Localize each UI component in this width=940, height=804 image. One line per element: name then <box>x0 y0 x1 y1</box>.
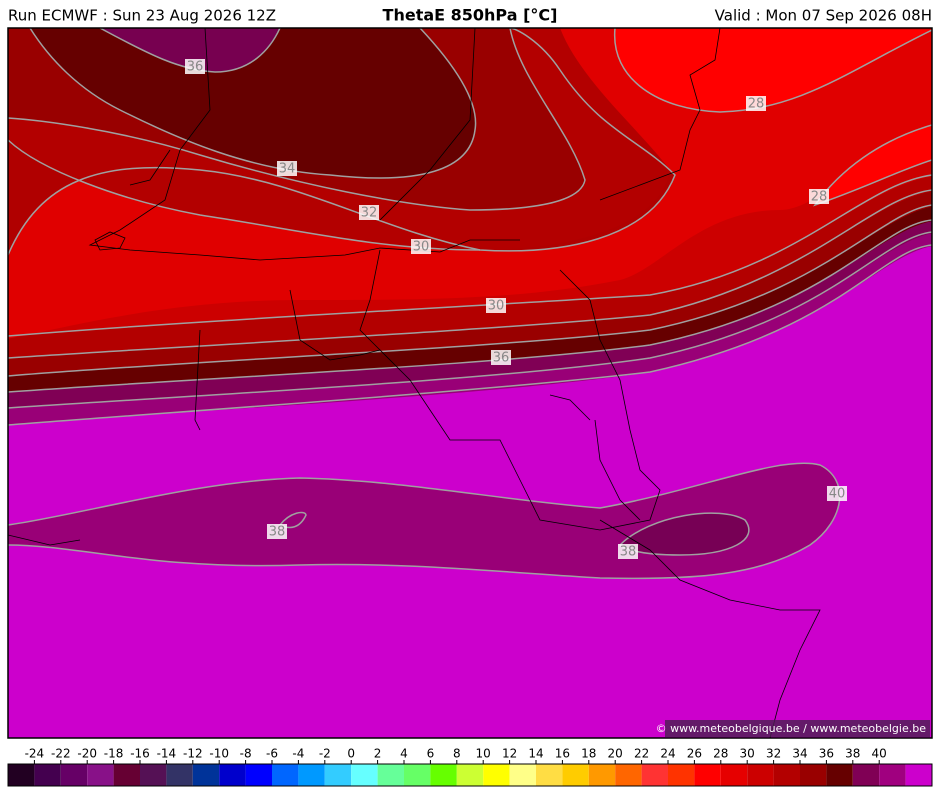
colorbar: -24 -22 -20 -18 -16 -14 -12 -10 -8 -6 -4 -2 0 2 4 6 8 10 1… <box>7 747 933 787</box>
colorbar-swatch <box>536 764 563 786</box>
colorbar-label: 8 <box>453 747 461 761</box>
colorbar-label: 20 <box>608 747 623 761</box>
colorbar-swatch <box>192 764 220 786</box>
credit: © www.meteobelgique.be / www.meteobelgie… <box>656 722 927 735</box>
colorbar-swatch <box>87 764 114 786</box>
colorbar-label: -14 <box>157 747 177 761</box>
colorbar-label: 16 <box>555 747 570 761</box>
colorbar-swatch <box>483 764 510 786</box>
colorbar-label: 38 <box>845 747 860 761</box>
colorbar-swatch <box>166 764 193 786</box>
contour-label: 38 <box>269 525 286 540</box>
colorbar-swatch <box>377 764 404 786</box>
colorbar-label: 30 <box>740 747 755 761</box>
colorbar-label: -6 <box>266 747 278 761</box>
colorbar-label: -18 <box>104 747 124 761</box>
colorbar-label: 22 <box>634 747 649 761</box>
colorbar-label: 14 <box>528 747 543 761</box>
run-label: Run ECMWF : Sun 23 Aug 2026 12Z <box>8 7 276 25</box>
colorbar-label: 24 <box>660 747 675 761</box>
colorbar-swatch <box>272 764 299 786</box>
colorbar-label: 32 <box>766 747 781 761</box>
contour-label: 28 <box>748 97 765 112</box>
colorbar-frame <box>7 763 933 787</box>
colorbar-swatch <box>773 764 800 786</box>
colorbar-swatch <box>905 764 932 786</box>
colorbar-swatch <box>588 764 616 786</box>
colorbar-swatch <box>430 764 457 786</box>
contour-label: 28 <box>811 190 828 205</box>
colorbar-label: -10 <box>209 747 229 761</box>
map-title: ThetaE 850hPa [°C] <box>383 6 558 25</box>
colorbar-label: 12 <box>502 747 517 761</box>
colorbar-swatch <box>747 764 774 786</box>
colorbar-swatch <box>641 764 668 786</box>
contour-label: 30 <box>413 240 430 255</box>
colorbar-swatch <box>8 764 35 786</box>
valid-label: Valid : Mon 07 Sep 2026 08H <box>715 7 932 25</box>
colorbar-swatch <box>34 764 61 786</box>
colorbar-swatch <box>140 764 167 786</box>
colorbar-swatch <box>694 764 721 786</box>
contour-label: 30 <box>488 299 505 314</box>
colorbar-label: -16 <box>130 747 150 761</box>
colorbar-swatch <box>615 764 642 786</box>
colorbar-swatch <box>456 764 484 786</box>
colorbar-swatch <box>509 764 536 786</box>
contour-label: 40 <box>829 487 846 502</box>
colorbar-label: -24 <box>25 747 45 761</box>
colorbar-label: 4 <box>400 747 408 761</box>
colorbar-swatch <box>404 764 431 786</box>
contour-label: 32 <box>361 206 378 221</box>
colorbar-swatch <box>852 764 880 786</box>
colorbar-label: -22 <box>51 747 71 761</box>
colorbar-swatch <box>245 764 272 786</box>
contour-label: 38 <box>620 545 637 560</box>
colorbar-label: -8 <box>240 747 252 761</box>
contour-label: 36 <box>493 351 510 366</box>
colorbar-swatch <box>113 764 140 786</box>
colorbar-label: 40 <box>872 747 887 761</box>
colorbar-swatch <box>298 764 325 786</box>
contour-label: 36 <box>187 60 204 75</box>
colorbar-label: 36 <box>819 747 834 761</box>
colorbar-label: 18 <box>581 747 596 761</box>
map: 36 34 32 30 30 36 28 28 40 38 38 © www.m… <box>7 27 933 739</box>
colorbar-swatch <box>351 764 378 786</box>
contour-label: 34 <box>279 162 296 177</box>
colorbar-label: 10 <box>476 747 491 761</box>
colorbar-label: 2 <box>374 747 382 761</box>
colorbar-swatch <box>826 764 853 786</box>
colorbar-swatch <box>60 764 88 786</box>
colorbar-label: 26 <box>687 747 702 761</box>
colorbar-swatch <box>720 764 748 786</box>
colorbar-swatch <box>800 764 827 786</box>
colorbar-label: -20 <box>77 747 97 761</box>
colorbar-label: -12 <box>183 747 203 761</box>
colorbar-label: 34 <box>792 747 807 761</box>
colorbar-label: -2 <box>319 747 331 761</box>
colorbar-swatch <box>562 764 589 786</box>
colorbar-label: -4 <box>292 747 304 761</box>
colorbar-label: 0 <box>347 747 355 761</box>
colorbar-swatch <box>324 764 352 786</box>
colorbar-label: 28 <box>713 747 728 761</box>
contour-labels: 36 34 32 30 30 36 28 28 40 38 38 <box>185 59 847 560</box>
colorbar-label: 6 <box>427 747 435 761</box>
colorbar-swatch <box>879 764 906 786</box>
colorbar-swatch <box>219 764 246 786</box>
colorbar-swatch <box>668 764 695 786</box>
